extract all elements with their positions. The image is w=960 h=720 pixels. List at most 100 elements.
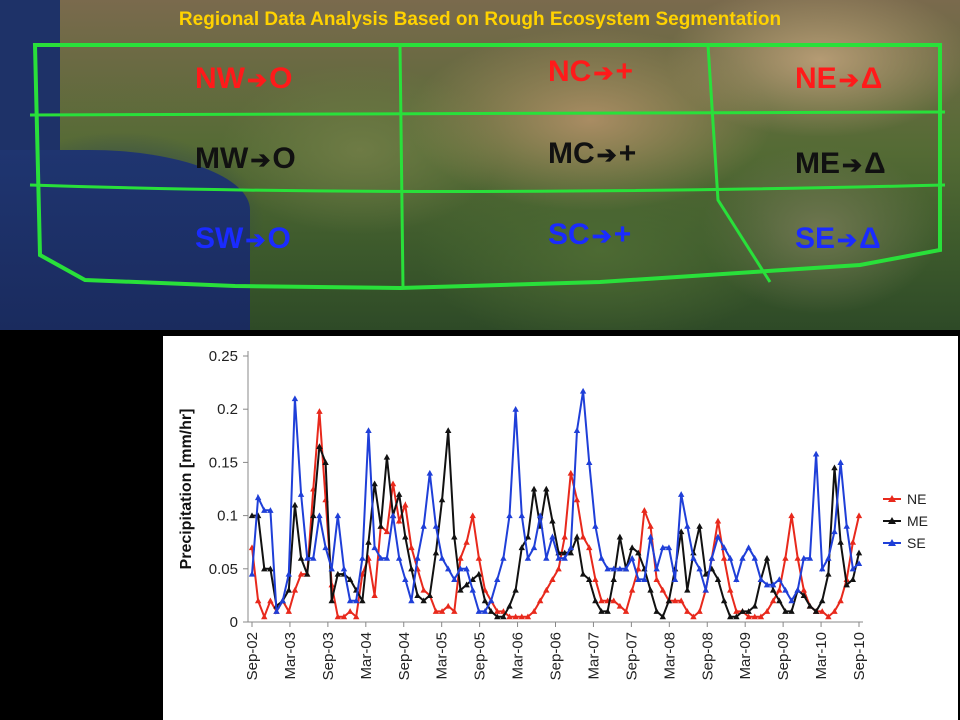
data-point-se [310,554,317,561]
data-point-se [530,544,538,551]
x-tick-label: Sep-10 [851,632,868,680]
data-point-ne [622,608,630,614]
data-point-se [567,544,575,551]
series-line-ne [251,411,860,620]
data-point-me [334,570,342,577]
data-point-ne [592,576,599,582]
data-point-me [573,533,581,540]
grid-row-line [29,110,946,117]
data-point-ne [285,608,292,614]
data-point-se [819,565,826,572]
data-point-se [622,565,630,572]
data-point-se [291,395,299,402]
data-point-me [518,544,525,551]
data-point-ne [635,565,642,572]
region-code: NE [795,62,837,95]
region-code: MW [195,142,249,175]
data-point-me [819,597,826,604]
data-point-se [763,581,771,588]
data-point-me [432,549,440,556]
data-point-se [500,554,507,561]
data-point-se [555,554,562,561]
data-point-se [776,576,783,582]
data-point-ne [788,512,795,519]
data-point-se [377,554,384,561]
data-point-ne [432,608,440,614]
data-point-se [487,597,495,604]
data-point-me [469,576,476,582]
data-point-se [610,565,617,572]
data-point-ne [776,586,783,593]
data-point-ne [837,597,844,604]
data-point-se [297,491,305,497]
data-point-se [671,576,679,582]
data-point-se [353,597,360,604]
data-point-se [340,565,348,572]
data-point-se [720,544,728,551]
data-point-se [684,523,691,529]
map-title: Regional Data Analysis Based on Rough Ec… [178,9,782,30]
data-point-se [549,533,556,540]
x-tick-label: Sep-03 [320,632,337,680]
data-point-se [395,554,403,561]
region-symbol: O [267,222,291,255]
data-point-ne [536,597,544,604]
data-point-me [346,576,354,582]
data-point-me [285,586,292,593]
data-point-ne [555,565,562,572]
grid-col-line [706,44,772,283]
data-point-se [745,544,752,551]
data-point-me [598,608,605,614]
data-point-se [316,512,323,519]
x-tick-label: Mar-06 [510,632,527,680]
data-point-ne [383,528,391,535]
data-point-ne [598,597,605,604]
data-point-me [806,602,814,609]
arrow-right-icon: ➔ [593,60,614,87]
region-symbol: Δ [860,62,883,95]
data-point-me [677,528,685,535]
legend-marker-se [888,539,896,546]
data-point-se [248,570,256,577]
data-point-se [267,507,274,513]
region-symbol: + [613,218,632,251]
data-point-ne [316,408,323,414]
data-point-me [831,464,838,471]
region-label-se: SE➔Δ [795,222,881,256]
data-point-ne [733,608,740,614]
data-point-ne [714,517,722,524]
data-point-me [592,597,599,604]
data-point-ne [297,570,305,577]
data-point-se [524,554,532,561]
data-point-ne [334,613,342,620]
data-point-me [420,597,427,604]
data-point-se [273,608,280,614]
data-point-se [592,523,599,529]
data-point-ne [849,539,857,545]
data-point-se [794,586,801,593]
data-point-se [322,544,329,551]
data-point-me [500,613,507,620]
data-point-se [420,523,427,529]
data-point-me [751,602,758,609]
data-point-ne [469,512,476,519]
data-point-me [800,592,808,598]
x-tick-label: Sep-07 [623,632,640,680]
data-point-se [690,554,697,561]
x-tick-label: Mar-09 [737,632,754,680]
data-point-ne [769,597,777,604]
data-point-se [463,565,470,572]
data-point-me [659,613,666,620]
data-point-ne [696,608,703,614]
data-point-ne [445,602,452,609]
data-point-se [696,565,703,572]
data-point-ne [763,608,771,614]
data-point-me [549,517,556,524]
data-point-me [463,581,470,588]
data-point-ne [463,539,470,545]
data-point-me [457,586,464,593]
data-point-me [377,523,384,529]
data-point-me [261,565,268,572]
region-label-mc: MC➔+ [548,137,636,171]
data-point-me [512,586,519,593]
